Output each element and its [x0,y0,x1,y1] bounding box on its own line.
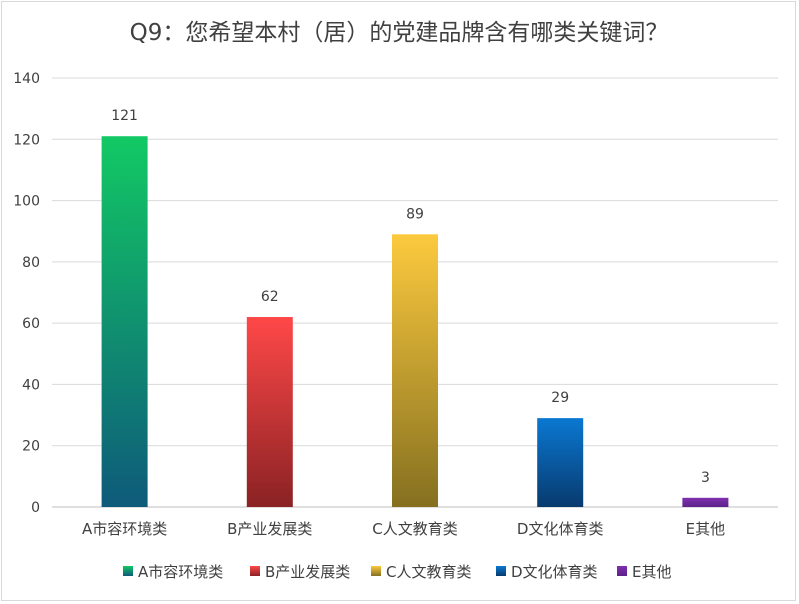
y-tick-label: 120 [13,132,40,148]
chart-title: Q9：您希望本村（居）的党建品牌含有哪类关键词？ [130,20,669,46]
legend-label: A市容环境类 [138,563,223,581]
legend-swatch [250,566,260,576]
x-category-label: C人文教育类 [372,520,457,538]
legend-label: E其他 [632,563,671,581]
bar [537,418,584,507]
y-tick-label: 20 [22,439,40,455]
data-labels: 121 62 89 29 3 [111,108,710,486]
data-label: 62 [261,289,279,305]
x-category-label: D文化体育类 [517,520,604,538]
legend: A市容环境类 B产业发展类 C人文教育类 D文化体育类 E其他 [123,563,671,581]
data-label: 3 [701,470,710,486]
y-tick-label: 60 [22,316,40,332]
x-category-label: A市容环境类 [82,520,167,538]
legend-swatch [371,566,381,576]
x-category-label: E其他 [686,520,725,538]
y-tick-label: 0 [31,500,40,516]
legend-label: D文化体育类 [511,563,598,581]
bar [246,317,293,507]
x-category-label: B产业发展类 [227,520,312,538]
y-tick-label: 140 [13,71,40,87]
legend-swatch [617,566,627,576]
y-tick-label: 40 [22,377,40,393]
data-label: 121 [111,108,138,124]
legend-label: B产业发展类 [265,563,350,581]
bar [101,136,148,507]
bars [101,136,729,507]
y-tick-label: 100 [13,194,40,210]
bar [392,234,438,507]
data-label: 89 [406,206,424,222]
legend-swatch [123,566,133,576]
y-axis-ticks: 0 20 40 60 80 100 120 140 [13,71,40,516]
legend-swatch [496,566,506,576]
x-axis-categories: A市容环境类 B产业发展类 C人文教育类 D文化体育类 E其他 [82,520,725,538]
legend-label: C人文教育类 [386,563,471,581]
bar [682,497,729,507]
data-label: 29 [551,390,569,406]
y-tick-label: 80 [22,255,40,271]
